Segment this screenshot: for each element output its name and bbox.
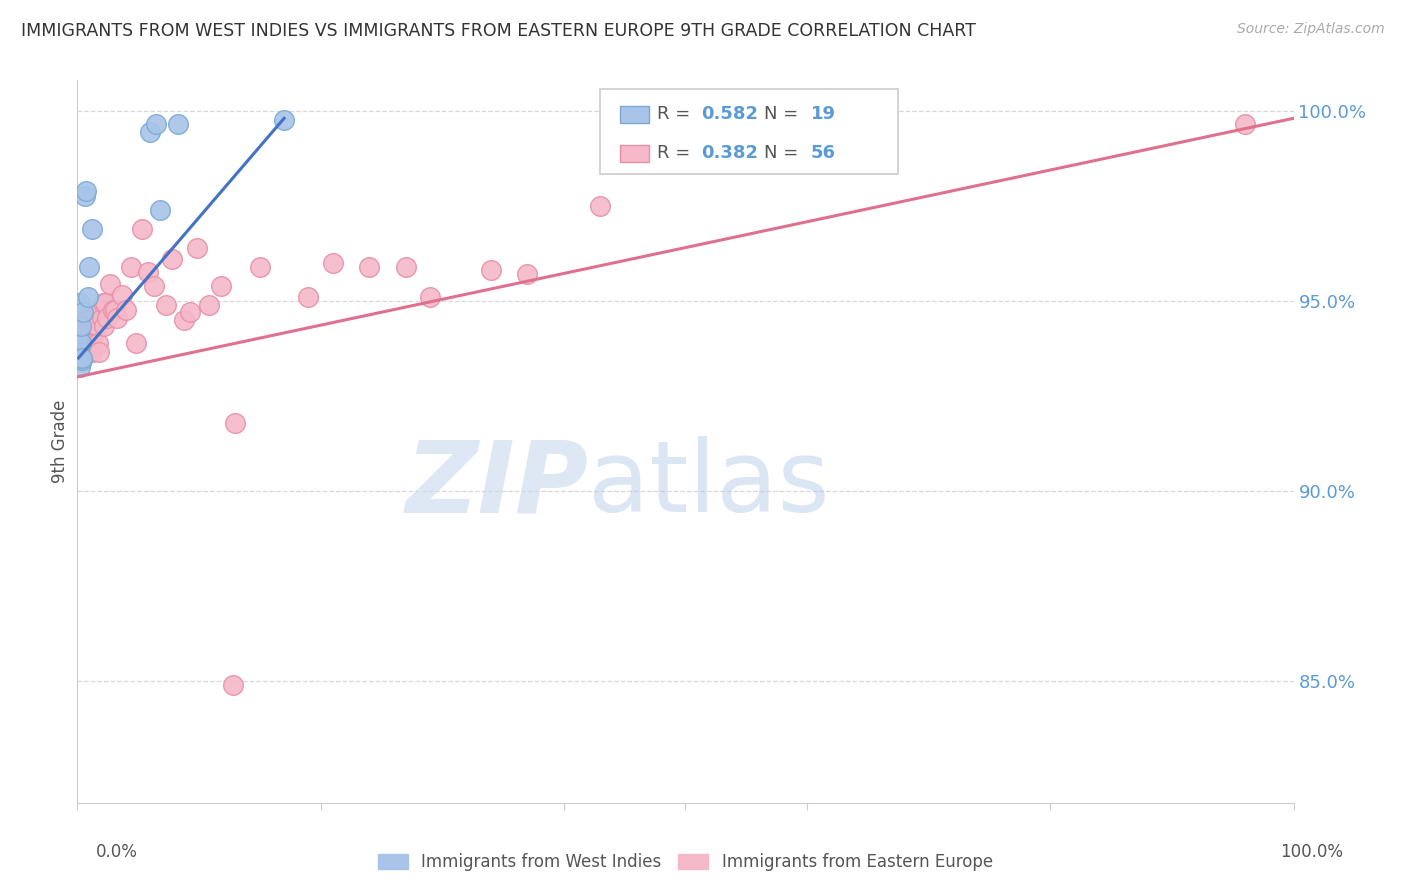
Point	[70, 335, 93, 350]
Point	[224, 416, 246, 430]
Point	[76, 335, 98, 350]
Point	[98, 277, 121, 291]
Point	[73, 326, 96, 341]
Point	[82, 326, 104, 341]
Point	[222, 678, 245, 692]
Point	[297, 290, 319, 304]
Point	[75, 315, 97, 329]
Point	[90, 310, 112, 325]
Text: 0.382: 0.382	[702, 145, 758, 162]
Point	[167, 117, 190, 131]
Point	[96, 310, 118, 325]
Point	[70, 318, 93, 333]
Point	[80, 345, 103, 359]
Point	[179, 305, 201, 319]
Point	[101, 303, 124, 318]
Point	[125, 335, 148, 350]
Point	[1233, 117, 1256, 131]
Point	[67, 352, 90, 367]
Text: R =: R =	[658, 145, 696, 162]
Text: 0.582: 0.582	[702, 105, 758, 123]
Point	[142, 278, 165, 293]
Point	[80, 345, 103, 359]
Point	[79, 260, 101, 274]
Text: N =: N =	[765, 105, 804, 123]
Point	[395, 260, 418, 274]
Legend: Immigrants from West Indies, Immigrants from Eastern Europe: Immigrants from West Indies, Immigrants …	[371, 847, 1000, 878]
Point	[72, 305, 94, 319]
Point	[76, 318, 98, 333]
Point	[69, 295, 91, 310]
Point	[80, 326, 103, 341]
Point	[86, 318, 108, 333]
Point	[93, 318, 115, 333]
Point	[249, 260, 271, 274]
Text: 100.0%: 100.0%	[1279, 843, 1343, 861]
Point	[516, 267, 538, 281]
Point	[67, 342, 90, 356]
FancyBboxPatch shape	[620, 106, 650, 123]
Point	[84, 318, 107, 333]
Point	[73, 189, 96, 203]
Point	[107, 310, 129, 325]
Text: Source: ZipAtlas.com: Source: ZipAtlas.com	[1237, 22, 1385, 37]
Text: ZIP: ZIP	[405, 436, 588, 533]
Point	[75, 184, 97, 198]
Point	[173, 313, 195, 327]
Point	[139, 125, 162, 139]
Point	[111, 288, 134, 302]
Point	[89, 345, 111, 359]
Text: 0.0%: 0.0%	[96, 843, 138, 861]
Text: 56: 56	[811, 145, 835, 162]
Point	[70, 326, 93, 341]
Point	[589, 199, 612, 213]
Point	[322, 256, 344, 270]
Point	[83, 326, 105, 341]
Point	[94, 295, 117, 310]
FancyBboxPatch shape	[600, 89, 898, 174]
Point	[160, 252, 183, 266]
Point	[115, 303, 138, 318]
Point	[131, 221, 153, 235]
Point	[80, 221, 103, 235]
Text: N =: N =	[765, 145, 804, 162]
Point	[104, 303, 127, 318]
Point	[77, 326, 100, 341]
Text: IMMIGRANTS FROM WEST INDIES VS IMMIGRANTS FROM EASTERN EUROPE 9TH GRADE CORRELAT: IMMIGRANTS FROM WEST INDIES VS IMMIGRANT…	[21, 22, 976, 40]
Point	[72, 310, 94, 325]
Point	[70, 318, 93, 333]
Point	[186, 241, 208, 255]
Point	[479, 263, 502, 277]
Point	[197, 298, 219, 312]
Point	[149, 202, 172, 217]
Point	[70, 351, 93, 365]
Point	[359, 260, 381, 274]
Text: 19: 19	[811, 105, 835, 123]
Point	[79, 342, 101, 356]
Point	[67, 326, 90, 341]
Point	[145, 117, 167, 131]
Point	[273, 113, 295, 128]
FancyBboxPatch shape	[620, 145, 650, 162]
Point	[120, 260, 142, 274]
Point	[209, 278, 232, 293]
Point	[77, 335, 100, 350]
Text: atlas: atlas	[588, 436, 830, 533]
Text: R =: R =	[658, 105, 696, 123]
Point	[155, 298, 177, 312]
Point	[69, 360, 91, 375]
Point	[87, 335, 110, 350]
Point	[70, 352, 93, 367]
Point	[136, 265, 159, 279]
Point	[77, 290, 100, 304]
Point	[91, 295, 114, 310]
Point	[89, 303, 111, 318]
Point	[419, 290, 441, 304]
Y-axis label: 9th Grade: 9th Grade	[51, 400, 69, 483]
